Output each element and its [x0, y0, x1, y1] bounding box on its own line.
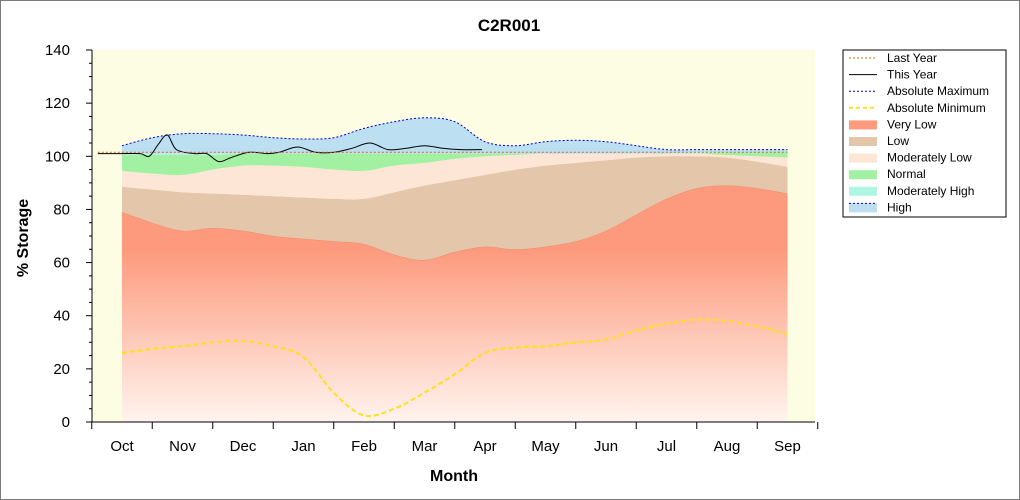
- legend-label: High: [887, 200, 912, 214]
- legend-label: Moderately Low: [887, 151, 972, 165]
- y-tick-label: 40: [53, 308, 70, 325]
- x-tick-label: Sep: [774, 438, 801, 455]
- legend-item-abs-max: Absolute Maximum: [849, 84, 989, 98]
- legend-item-last-year: Last Year: [849, 51, 937, 65]
- legend-swatch: [849, 170, 877, 180]
- band-moderately-low: [122, 153, 788, 200]
- series-this-year: [97, 134, 483, 163]
- legend-label: Last Year: [887, 51, 937, 65]
- y-tick-label: 140: [45, 42, 70, 59]
- y-tick-label: 0: [62, 414, 70, 431]
- x-tick-label: Mar: [412, 438, 438, 455]
- legend-item-moderately-high: Moderately High: [849, 184, 974, 198]
- legend-item-low: Low: [849, 134, 909, 148]
- y-tick-label: 80: [53, 201, 70, 218]
- legend: Last Year This Year Absolute Maximum Absolu…: [842, 49, 1007, 218]
- band-low: [122, 156, 788, 260]
- legend-swatch: [849, 203, 877, 213]
- legend-label: Absolute Maximum: [887, 84, 989, 98]
- x-tick-label: Aug: [714, 438, 741, 455]
- legend-swatch: [849, 137, 877, 146]
- y-tick-label: 100: [45, 148, 70, 165]
- legend-item-abs-min: Absolute Minimum: [849, 101, 986, 115]
- x-tick-label: Feb: [351, 438, 377, 455]
- legend-swatch: [849, 120, 877, 130]
- series-abs-min: [121, 318, 788, 418]
- x-tick-label: Nov: [169, 438, 196, 455]
- y-axis-label: % Storage: [15, 199, 32, 277]
- band-high: [122, 117, 788, 154]
- x-tick-label: Jan: [291, 438, 315, 455]
- bands-layer: [121, 117, 788, 422]
- legend-label: Very Low: [887, 117, 937, 131]
- x-tick-label: Dec: [230, 438, 257, 455]
- legend-item-high: High: [849, 200, 912, 214]
- y-tick-label: 60: [53, 255, 70, 272]
- y-tick-label: 20: [53, 361, 70, 378]
- legend-swatch: [849, 186, 877, 196]
- x-tick-label: May: [531, 438, 560, 455]
- legend-label: Moderately High: [887, 184, 974, 198]
- legend-item-moderately-low: Moderately Low: [849, 151, 972, 165]
- legend-item-normal: Normal: [849, 167, 926, 181]
- axes: 0 20 40 60 80 100 120 140 Oct Nov Dec Jan Feb Mar Apr M…: [45, 42, 819, 455]
- series-layer: [97, 134, 788, 418]
- legend-label: Normal: [887, 167, 926, 181]
- x-tick-label: Oct: [110, 438, 134, 455]
- band-high-edge: [121, 117, 788, 151]
- y-tick-label: 120: [45, 95, 70, 112]
- band-normal: [122, 152, 788, 176]
- legend-swatch: [849, 153, 877, 163]
- legend-label: Low: [887, 134, 909, 148]
- legend-label: Absolute Minimum: [887, 101, 986, 115]
- chart-title: C2R001: [478, 16, 540, 35]
- legend-item-this-year: This Year: [849, 68, 937, 82]
- band-very-low: [122, 185, 788, 422]
- legend-item-very-low: Very Low: [849, 117, 937, 131]
- x-tick-label: Jul: [657, 438, 676, 455]
- legend-label: This Year: [887, 68, 937, 82]
- x-tick-label: Jun: [594, 438, 618, 455]
- x-tick-label: Apr: [473, 438, 496, 455]
- x-axis-label: Month: [430, 468, 478, 485]
